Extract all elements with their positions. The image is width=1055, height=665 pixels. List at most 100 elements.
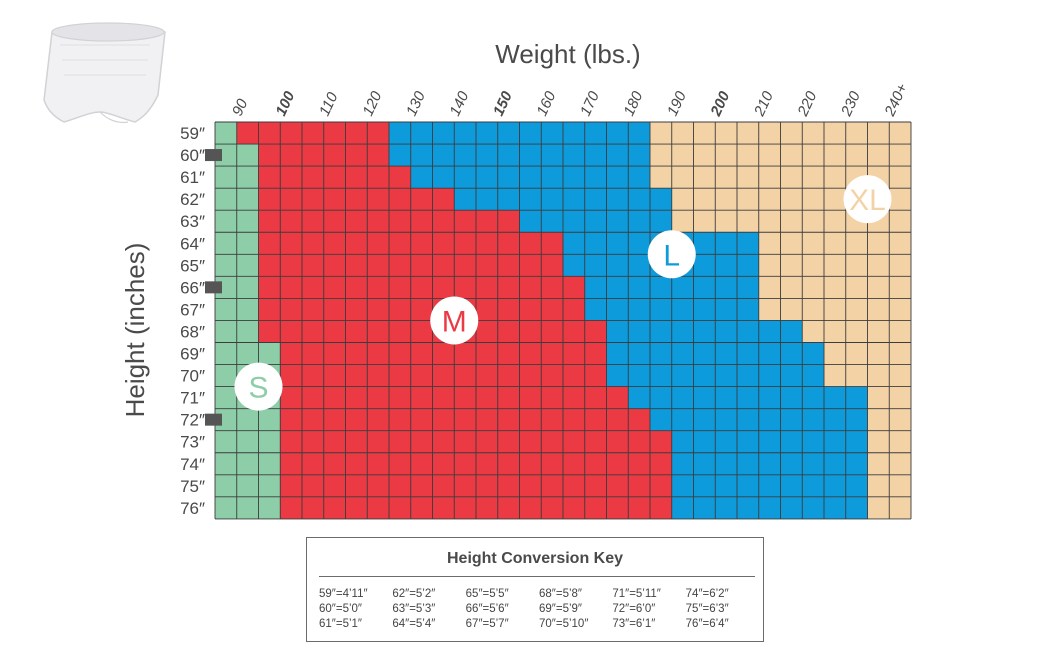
cell-xl-64: [758, 232, 911, 255]
conversion-entry: 60″=5’0″: [319, 603, 362, 615]
y-axis-title: Height (inches): [120, 243, 150, 418]
y-tick-71: 71″: [180, 389, 205, 408]
x-tick-100: 100: [272, 88, 298, 118]
conversion-entry: 74″=6’2″: [685, 588, 729, 600]
cell-l-68: [606, 320, 803, 343]
cell-l-76: [671, 496, 868, 520]
size-label-l: L: [663, 239, 680, 272]
conversion-entry: 76″=6’4″: [685, 618, 729, 630]
y-tick-66: 66″: [180, 278, 205, 297]
x-tick-140: 140: [446, 88, 472, 118]
y-tick-67: 67″: [180, 300, 205, 319]
cell-m-67: [258, 298, 585, 321]
x-tick-240plus: 240+: [881, 81, 911, 120]
cell-xl-68: [802, 320, 911, 343]
y-tick-labels: 59″ 60″ 61″ 62″ 63″ 64″ 65″ 66″ 67″ 68″ 69″ 70″ 71″ 7…: [180, 124, 222, 518]
conversion-key-entries: 59″=4’11″ 60″=5’0″ 61″=5’1″ 62″=5’2″ 63″=5’3…: [319, 588, 759, 633]
x-tick-150: 150: [490, 88, 516, 118]
cell-s-72: [215, 408, 281, 431]
conversion-entry: 72″=6’0″: [612, 603, 656, 615]
cell-m-62: [258, 188, 455, 211]
cell-m-72: [280, 408, 650, 431]
conversion-key-title: Height Conversion Key: [446, 550, 624, 567]
y-tick-76: 76″: [180, 499, 205, 518]
grid-lines: [214, 121, 912, 520]
size-badge-m: [430, 296, 479, 345]
cell-s-59: [215, 122, 237, 145]
x-tick-170: 170: [577, 88, 603, 118]
cell-s-69: [215, 342, 281, 365]
size-label-xl: XL: [849, 184, 886, 217]
size-badges: S M L XL: [234, 175, 892, 411]
x-tick-200: 200: [707, 88, 734, 119]
y-tick-62: 62″: [180, 190, 205, 209]
x-tick-120: 120: [359, 88, 385, 118]
cell-m-70: [280, 364, 607, 387]
x-tick-110: 110: [316, 89, 342, 118]
x-tick-130: 130: [403, 88, 429, 118]
size-badge-s: [234, 362, 283, 411]
cell-m-61: [258, 166, 411, 189]
conversion-entry: 68″=5’8″: [539, 588, 582, 600]
cell-l-74: [671, 452, 868, 476]
conversion-entry: 70″=5’10″: [539, 618, 589, 630]
y-tick-59: 59″: [180, 124, 205, 143]
x-tick-210: 210: [751, 88, 778, 119]
y-tick-70: 70″: [180, 367, 205, 386]
cell-s-74: [215, 452, 281, 476]
cell-m-66: [258, 276, 585, 299]
y-tick-63: 63″: [180, 212, 205, 231]
x-tick-190: 190: [664, 88, 690, 118]
x-tick-90: 90: [229, 96, 252, 119]
x-tick-220: 220: [794, 88, 821, 119]
conversion-entry: 66″=5’6″: [465, 603, 509, 615]
height-marker-72: [205, 413, 222, 426]
protective-underwear-product-icon: [43, 22, 166, 124]
cell-xl-65: [758, 254, 911, 277]
x-axis-title: Weight (lbs.): [495, 39, 640, 69]
y-tick-64: 64″: [180, 234, 205, 253]
y-tick-65: 65″: [180, 256, 205, 275]
size-chart: Weight (lbs.) Height (inches) 90 100 110 12…: [43, 22, 912, 520]
cell-s-73: [215, 430, 281, 454]
x-tick-230: 230: [838, 88, 865, 119]
cell-l-71: [628, 386, 868, 409]
cell-l-63: [519, 210, 672, 233]
y-tick-68: 68″: [180, 322, 205, 341]
size-badge-xl: [843, 175, 892, 224]
cell-m-59: [236, 122, 389, 145]
cell-m-69: [280, 342, 607, 365]
cell-l-61: [410, 166, 650, 189]
conversion-entry: 73″=6’1″: [612, 618, 656, 630]
conversion-entry: 65″=5’5″: [465, 588, 509, 600]
conversion-entry: 75″=6’3″: [685, 603, 729, 615]
y-tick-69: 69″: [180, 345, 205, 364]
size-label-s: S: [248, 372, 268, 405]
cell-s-76: [215, 496, 281, 520]
cell-l-75: [671, 474, 868, 498]
cell-xl-66: [758, 276, 911, 299]
height-marker-66: [205, 281, 222, 294]
cell-s-75: [215, 474, 281, 498]
conversion-entry: 64″=5’4″: [392, 618, 436, 630]
conversion-key-divider: [319, 576, 755, 577]
size-label-m: M: [442, 305, 467, 338]
y-tick-61: 61″: [180, 168, 205, 187]
y-tick-74: 74″: [180, 455, 205, 474]
conversion-entry: 67″=5’7″: [465, 618, 509, 630]
y-tick-60: 60″: [180, 146, 205, 165]
conversion-entry: 59″=4’11″: [319, 588, 368, 600]
y-tick-75: 75″: [180, 477, 205, 496]
cell-xl-67: [758, 298, 911, 321]
cell-l-73: [671, 430, 868, 454]
x-tick-160: 160: [533, 88, 559, 118]
height-conversion-key: Height Conversion Key 59″=4’11″ 60″=5’0″ 6…: [306, 537, 764, 642]
conversion-entry: 62″=5’2″: [392, 588, 436, 600]
y-tick-72: 72″: [180, 411, 205, 430]
conversion-entry: 61″=5’1″: [319, 618, 362, 630]
height-marker-60: [205, 149, 222, 162]
x-tick-180: 180: [620, 88, 646, 118]
size-badge-l: [647, 230, 696, 279]
conversion-entry: 63″=5’3″: [392, 603, 436, 615]
conversion-entry: 69″=5’9″: [539, 603, 582, 615]
